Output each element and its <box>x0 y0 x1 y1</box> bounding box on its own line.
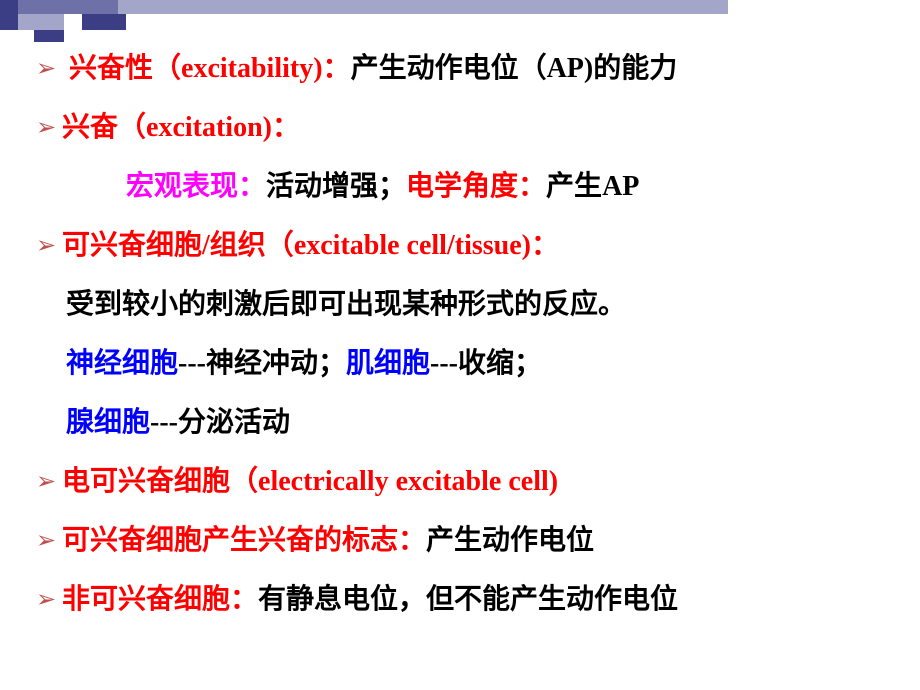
deco-block <box>64 14 82 30</box>
text-line: ➢非可兴奋细胞：有静息电位，但不能产生动作电位 <box>36 586 910 614</box>
bullet-arrow-icon: ➢ <box>36 529 62 553</box>
text-run: 电学角度： <box>406 171 546 202</box>
text-run: 宏观表现： <box>126 171 266 202</box>
deco-block <box>82 14 126 30</box>
deco-block <box>34 30 64 42</box>
deco-block <box>118 0 728 14</box>
slide-content: ➢ 兴奋性（excitability)：产生动作电位（AP)的能力➢兴奋（exc… <box>36 55 910 645</box>
bullet-arrow-icon: ➢ <box>36 57 62 81</box>
text-run: excitable cell/tissue) <box>294 230 531 261</box>
text-run: ： <box>531 230 559 261</box>
text-run: / <box>202 230 210 261</box>
text-line: ➢可兴奋细胞产生兴奋的标志：产生动作电位 <box>36 527 910 555</box>
text-line: 神经细胞---神经冲动；肌细胞---收缩； <box>36 350 910 378</box>
text-run: 可兴奋细胞产生兴奋的标志： <box>62 525 426 556</box>
text-line: 宏观表现：活动增强；电学角度：产生AP <box>36 173 910 201</box>
text-line: 腺细胞---分泌活动 <box>36 409 910 437</box>
text-run: 可兴奋细胞 <box>62 230 202 261</box>
text-run: 神经细胞 <box>66 348 178 379</box>
deco-block <box>0 14 18 30</box>
text-run: --- <box>430 348 458 379</box>
text-run: 产生动作电位（ <box>351 53 547 84</box>
text-run: 活动增强； <box>266 171 406 202</box>
text-line: ➢可兴奋细胞/组织（excitable cell/tissue)： <box>36 232 910 260</box>
text-run: 腺细胞 <box>66 407 150 438</box>
text-line: 受到较小的刺激后即可出现某种形式的反应。 <box>36 291 910 319</box>
text-run: 产生 <box>546 171 602 202</box>
text-line: ➢ 兴奋性（excitability)：产生动作电位（AP)的能力 <box>36 55 910 83</box>
center-marker: . <box>458 342 462 358</box>
text-run: --- <box>150 407 178 438</box>
text-run: 收缩； <box>458 348 542 379</box>
text-run: 分泌活动 <box>178 407 290 438</box>
text-run: 非可兴奋细胞： <box>62 584 258 615</box>
text-run: AP <box>602 171 639 202</box>
text-run: 肌细胞 <box>346 348 430 379</box>
text-run: electrically excitable cell) <box>258 466 558 497</box>
bullet-arrow-icon: ➢ <box>36 234 62 258</box>
text-run: ： <box>323 53 351 84</box>
text-run: 电可兴奋细胞（ <box>62 466 258 497</box>
deco-block <box>728 0 920 14</box>
deco-block <box>18 14 64 30</box>
bullet-arrow-icon: ➢ <box>36 116 62 140</box>
text-run: excitability) <box>181 53 323 84</box>
text-run: AP) <box>547 53 594 84</box>
bullet-arrow-icon: ➢ <box>36 470 62 494</box>
text-run: 产生动作电位 <box>426 525 594 556</box>
bullet-arrow-icon: ➢ <box>36 588 62 612</box>
text-run: --- <box>178 348 206 379</box>
deco-block <box>0 0 18 14</box>
text-run: 神经冲动； <box>206 348 346 379</box>
text-run: excitation) <box>146 112 272 143</box>
text-run: 兴奋性（ <box>62 53 181 84</box>
text-run: ： <box>272 112 300 143</box>
text-run: 兴奋（ <box>62 112 146 143</box>
deco-block <box>18 0 118 14</box>
text-line: ➢电可兴奋细胞（electrically excitable cell) <box>36 468 910 496</box>
text-run: 的能力 <box>593 53 677 84</box>
text-line: ➢兴奋（excitation)： <box>36 114 910 142</box>
text-run: 受到较小的刺激后即可出现某种形式的反应。 <box>66 289 626 320</box>
text-run: 组织（ <box>210 230 294 261</box>
deco-block <box>0 30 34 42</box>
text-run: 有静息电位，但不能产生动作电位 <box>258 584 678 615</box>
slide-top-decoration <box>0 0 920 42</box>
